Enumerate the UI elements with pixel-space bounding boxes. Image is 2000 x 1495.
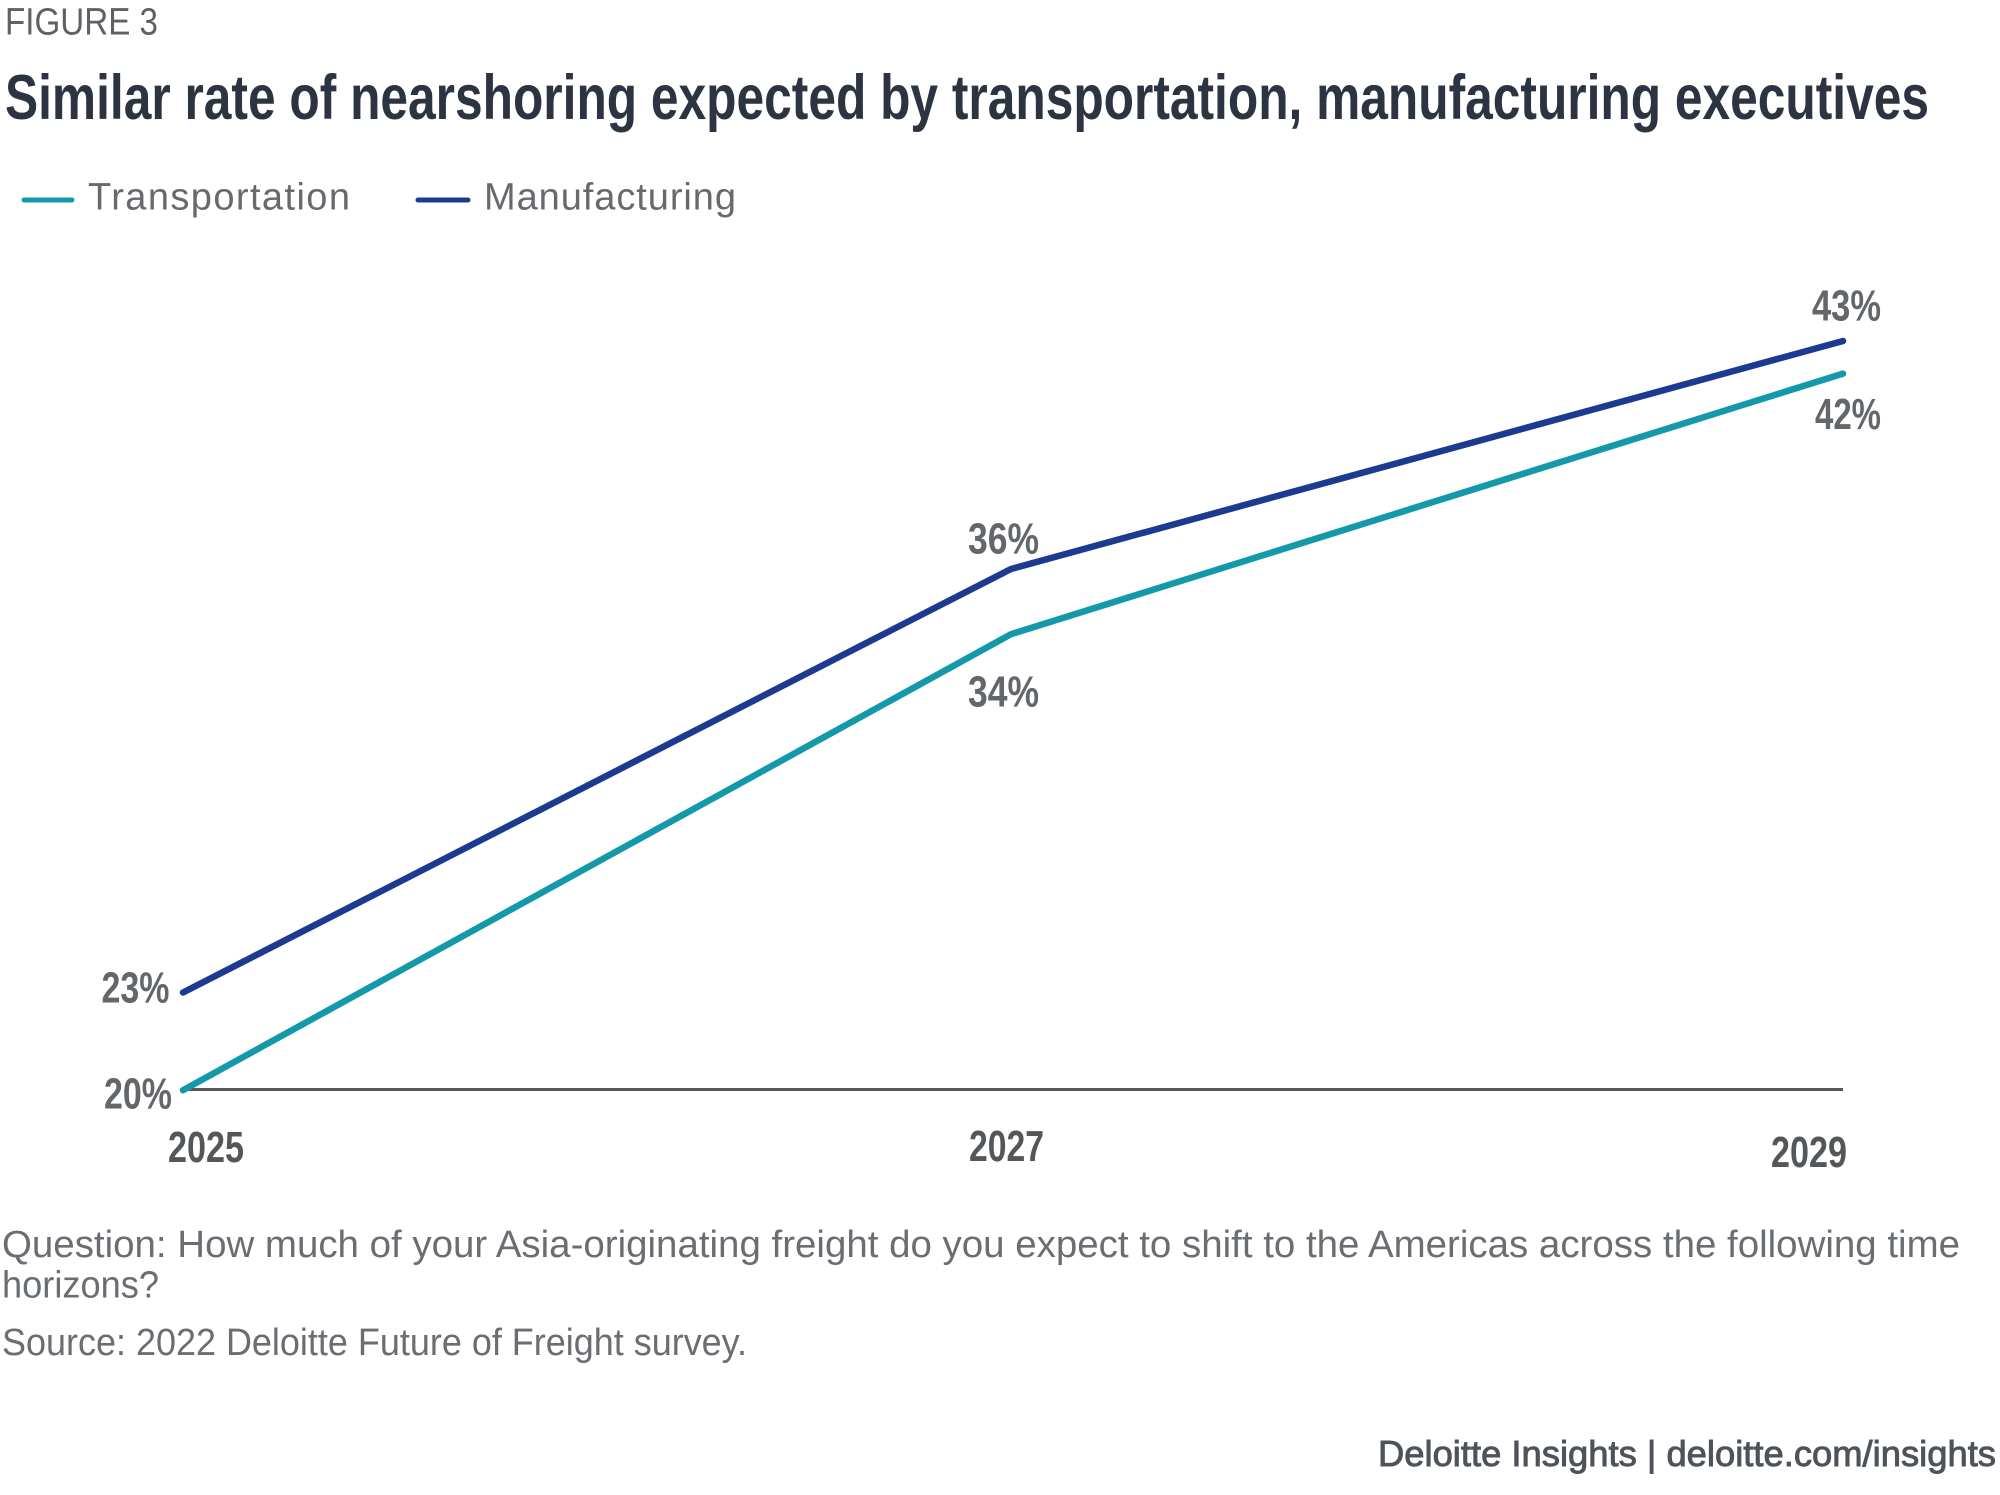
svg-text:2027: 2027 bbox=[969, 1122, 1044, 1171]
svg-text:23%: 23% bbox=[102, 964, 170, 1013]
svg-text:FIGURE 3: FIGURE 3 bbox=[5, 2, 158, 44]
svg-text:43%: 43% bbox=[1812, 282, 1881, 331]
svg-text:2025: 2025 bbox=[168, 1123, 244, 1172]
svg-text:Manufacturing: Manufacturing bbox=[484, 177, 736, 219]
svg-text:Source: 2022 Deloitte Future o: Source: 2022 Deloitte Future of Freight … bbox=[2, 1322, 747, 1364]
svg-text:2029: 2029 bbox=[1771, 1128, 1847, 1177]
svg-text:36%: 36% bbox=[968, 515, 1039, 564]
svg-text:20%: 20% bbox=[104, 1070, 172, 1119]
svg-text:Transportation: Transportation bbox=[88, 177, 350, 219]
svg-text:Question: How much of your Asi: Question: How much of your Asia-originat… bbox=[2, 1224, 1960, 1266]
svg-text:34%: 34% bbox=[968, 668, 1039, 717]
svg-text:horizons?: horizons? bbox=[2, 1265, 159, 1307]
svg-text:42%: 42% bbox=[1815, 390, 1881, 439]
svg-text:Similar rate of nearshoring ex: Similar rate of nearshoring expected by … bbox=[5, 63, 1929, 133]
svg-text:Deloitte Insights | deloitte.c: Deloitte Insights | deloitte.com/insight… bbox=[1378, 1433, 1996, 1474]
